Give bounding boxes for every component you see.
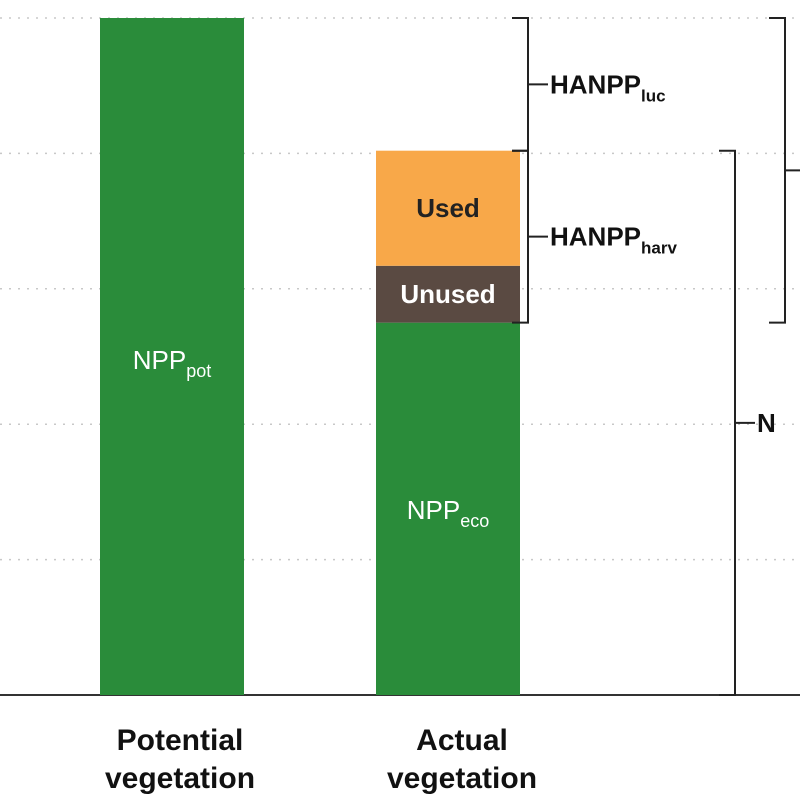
bar-segment-used: [376, 150, 520, 266]
category-label-line: Potential: [117, 724, 244, 757]
bar-segment-npp_eco: [376, 322, 520, 695]
bar-segment-unused: [376, 265, 520, 323]
segment-label-npp_eco: NPPeco: [407, 495, 490, 531]
bracket-label-hanpp_luc: HANPPluc: [550, 69, 666, 105]
segment-label-used: Used: [416, 193, 480, 223]
bar-segment-npp_pot: [100, 18, 244, 695]
category-label-line: vegetation: [387, 762, 537, 795]
bracket-hanpp_total: [769, 17, 786, 324]
bracket-npp_act: [719, 149, 736, 696]
category-label-line: vegetation: [105, 762, 255, 795]
segment-label-unused: Unused: [400, 279, 495, 309]
bracket-label-hanpp_harv: HANPPharv: [550, 222, 677, 258]
bracket-label-npp_act: N: [757, 408, 776, 438]
bracket-hanpp_luc: [512, 17, 529, 152]
category-label-line: Actual: [416, 724, 508, 757]
segment-label-npp_pot: NPPpot: [133, 345, 212, 381]
